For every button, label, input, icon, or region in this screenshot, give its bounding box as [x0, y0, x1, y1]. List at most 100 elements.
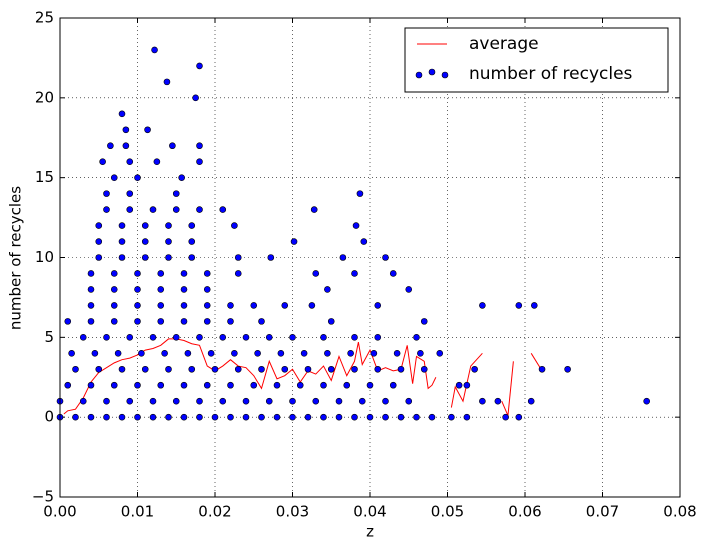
scatter-point: [188, 254, 196, 261]
scatter-point: [304, 413, 312, 421]
scatter-point: [374, 365, 382, 373]
legend-label: average: [469, 34, 539, 54]
scatter-point: [126, 334, 134, 341]
scatter-point: [99, 158, 106, 165]
scatter-point: [157, 286, 165, 293]
scatter-point: [87, 286, 95, 293]
scatter-point: [643, 397, 650, 405]
scatter-point: [141, 238, 149, 245]
legend-box: [404, 27, 669, 93]
scatter-point: [312, 270, 320, 277]
scatter-point: [463, 413, 471, 421]
scatter-point: [64, 318, 72, 325]
y-axis-label: number of recycles: [7, 186, 25, 330]
y-tick-label: 25: [35, 9, 54, 27]
legend-point-swatch: [415, 71, 423, 79]
scatter-point: [184, 349, 192, 357]
scatter-point: [211, 365, 219, 373]
scatter-point: [110, 286, 118, 293]
scatter-point: [180, 381, 188, 389]
scatter-point: [360, 238, 368, 245]
scatter-point: [420, 318, 428, 325]
scatter-point: [203, 302, 211, 309]
scatter-point: [527, 397, 535, 405]
scatter-point: [436, 349, 444, 357]
scatter-point: [250, 302, 258, 309]
scatter-point: [335, 397, 343, 405]
scatter-point: [141, 254, 149, 261]
scatter-point: [258, 413, 265, 421]
y-tick-label: −5: [32, 488, 54, 506]
scatter-point: [138, 349, 145, 357]
scatter-point: [149, 413, 157, 421]
scatter-point: [324, 349, 331, 357]
scatter-point: [374, 334, 382, 341]
scatter-point: [366, 413, 374, 421]
scatter-point: [219, 397, 227, 405]
scatter-point: [405, 286, 413, 293]
scatter-point: [118, 365, 126, 373]
scatter-point: [374, 302, 382, 309]
scatter-point: [141, 222, 149, 229]
scatter-point: [250, 381, 258, 389]
legend-point-swatch: [441, 71, 449, 79]
scatter-point: [110, 174, 118, 181]
scatter-point: [405, 397, 413, 405]
scatter-point: [463, 381, 471, 389]
scatter-point: [351, 413, 358, 421]
scatter-point: [163, 78, 171, 86]
scatter-point: [417, 349, 424, 357]
scatter-point: [118, 222, 126, 229]
scatter-point: [312, 397, 320, 405]
scatter-point: [265, 397, 273, 405]
y-tick-label: 5: [44, 328, 54, 346]
scatter-point: [455, 381, 463, 389]
x-tick-label: 0.02: [198, 503, 231, 521]
scatter-point: [68, 349, 75, 357]
scatter-point: [87, 302, 95, 309]
scatter-point: [149, 397, 157, 405]
y-tick-label: 20: [35, 88, 54, 106]
scatter-point: [192, 94, 199, 102]
x-tick-label: 0.06: [508, 503, 541, 521]
scatter-point: [172, 206, 180, 213]
x-tick-label: 0.03: [276, 503, 309, 521]
scatter-point: [231, 222, 238, 229]
scatter-point: [310, 206, 318, 213]
scatter-point: [110, 318, 118, 325]
scatter-point: [242, 413, 250, 421]
scatter-point: [219, 206, 227, 213]
scatter-point: [320, 381, 327, 389]
scatter-point: [242, 397, 250, 405]
scatter-point: [180, 286, 188, 293]
scatter-point: [118, 413, 126, 421]
scatter-point: [347, 349, 354, 357]
scatter-point: [273, 381, 281, 389]
scatter-point: [231, 349, 238, 357]
x-tick-label: 0.07: [586, 503, 619, 521]
scatter-point: [397, 413, 405, 421]
average-line: [63, 338, 543, 418]
scatter-point: [234, 254, 242, 261]
scatter-point: [428, 413, 436, 421]
scatter-point: [134, 174, 141, 181]
scatter-point: [126, 158, 134, 165]
scatter-point: [72, 413, 79, 421]
scatter-point: [304, 365, 312, 373]
scatter-point: [277, 349, 285, 357]
scatter-point: [157, 302, 165, 309]
scatter-point: [149, 206, 157, 213]
scatter-point: [289, 397, 296, 405]
x-tick-label: 0.00: [43, 503, 76, 521]
scatter-point: [95, 254, 103, 261]
scatter-point: [219, 334, 227, 341]
scatter-point: [196, 62, 203, 70]
plot-frame: [59, 17, 681, 498]
scatter-point: [165, 365, 172, 373]
scatter-point: [151, 46, 158, 54]
scatter-point: [389, 381, 397, 389]
scatter-point: [95, 222, 103, 229]
scatter-point: [203, 286, 211, 293]
scatter-point: [227, 413, 234, 421]
scatter-point: [203, 318, 211, 325]
